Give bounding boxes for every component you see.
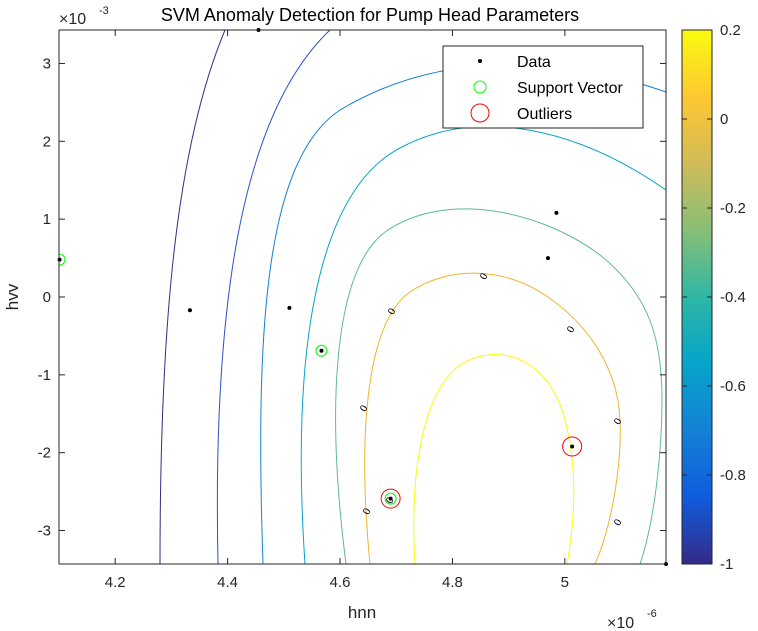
y-tick-label: -3: [38, 523, 51, 540]
contour-level-label: 0: [612, 416, 625, 427]
colorbar-tick-label: -0.2: [720, 200, 746, 217]
x-tick-label: 5: [561, 574, 569, 591]
contour-level-label: 0: [478, 271, 491, 282]
support-vector-marker: [384, 492, 397, 505]
y-tick-label: 3: [43, 55, 51, 72]
x-axis-exponent: ×10 -6: [607, 608, 657, 631]
x-exponent-base: ×10: [607, 615, 634, 631]
contour-level-neg1: [159, 30, 226, 564]
legend-box: [442, 45, 644, 129]
legend: Data Support Vector Outliers: [442, 45, 644, 129]
y-tick-label: 0: [43, 289, 51, 306]
chart-title: SVM Anomaly Detection for Pump Head Para…: [161, 5, 579, 25]
y-axis: 3 2 1 0 -1 -2 -3: [38, 55, 666, 540]
data-point: [545, 256, 550, 261]
outlier-marker: [562, 436, 583, 457]
data-point: [57, 257, 62, 262]
contour-level-label: 0: [361, 506, 374, 517]
data-point: [388, 496, 393, 501]
contour-level-neg08: [216, 30, 331, 564]
colorbar: 0.2 0 -0.2 -0.4 -0.6 -0.8 -1: [681, 22, 746, 573]
legend-support-vector-marker: [473, 80, 487, 94]
x-tick-label: 4.6: [330, 574, 351, 591]
x-tick-label: 4.2: [105, 574, 126, 591]
data-point: [319, 348, 324, 353]
legend-support-vector-label: Support Vector: [517, 80, 624, 97]
x-exponent-power: -6: [647, 608, 657, 620]
contour-level-neg04: [300, 125, 666, 564]
contour-lines: [159, 30, 666, 564]
legend-data-marker: [478, 59, 482, 63]
outlier-marker: [380, 488, 401, 509]
contour-level-neg02: [335, 208, 663, 564]
colorbar-tick-label: -0.4: [720, 289, 746, 306]
colorbar-tick-label: -0.6: [720, 378, 746, 395]
x-axis-label: hnn: [348, 603, 376, 622]
support-vector-marker: [315, 344, 328, 357]
support-vector-marker: [59, 253, 66, 266]
legend-outliers-marker: [470, 103, 490, 123]
y-tick-label: -2: [38, 445, 51, 462]
contour-level-0: [364, 272, 621, 564]
contour-level-label: 0: [386, 306, 399, 317]
contour-level-label: 0: [358, 403, 371, 414]
colorbar-tick-label: 0: [720, 111, 728, 128]
y-tick-label: -1: [38, 367, 51, 384]
colorbar-tick-label: -1: [720, 556, 733, 573]
y-tick-label: 1: [43, 211, 51, 228]
colorbar-tick-label: -0.8: [720, 467, 746, 484]
y-exponent-power: -3: [99, 5, 109, 17]
contour-level-02: [413, 354, 575, 564]
colorbar-ticks: 0.2 0 -0.2 -0.4 -0.6 -0.8 -1: [682, 22, 746, 573]
markers: [59, 253, 583, 509]
data-point: [287, 305, 292, 310]
y-tick-label: 2: [43, 133, 51, 150]
y-exponent-base: ×10: [59, 11, 86, 28]
data-point: [570, 444, 575, 449]
data-point: [187, 308, 192, 313]
contour-level-label: 0: [612, 517, 625, 528]
x-axis: 4.2 4.4 4.6 4.8 5: [105, 30, 569, 591]
x-tick-label: 4.4: [217, 574, 238, 591]
y-axis-exponent: ×10 -3: [59, 5, 109, 28]
legend-data-label: Data: [517, 54, 551, 71]
legend-outliers-label: Outliers: [517, 106, 572, 123]
x-tick-label: 4.8: [442, 574, 463, 591]
colorbar-tick-label: 0.2: [720, 22, 741, 39]
y-axis-label: hvv: [3, 283, 22, 310]
data-point: [554, 210, 559, 215]
contour-level-label: 0: [565, 324, 578, 335]
